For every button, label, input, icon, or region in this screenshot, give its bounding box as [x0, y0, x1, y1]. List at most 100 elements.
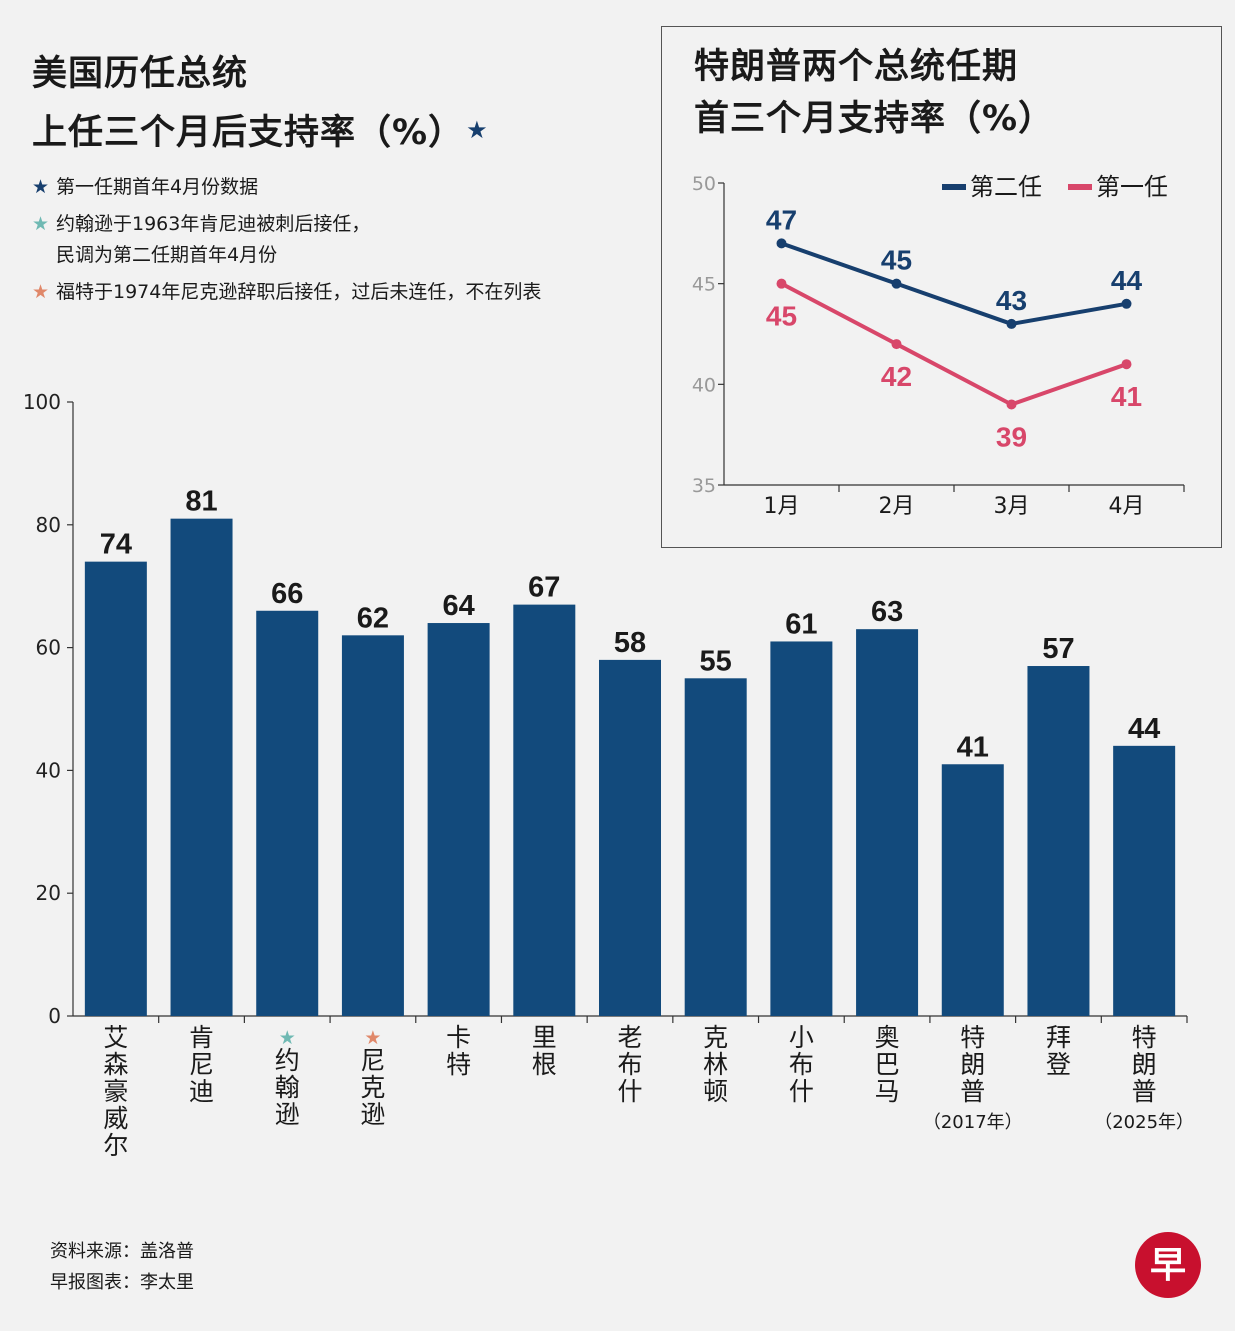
category-label: 肯尼迪 — [189, 1023, 214, 1106]
note-1: ★ 第一任期首年4月份数据 — [32, 172, 541, 203]
notes: ★ 第一任期首年4月份数据 ★ 约翰逊于1963年肯尼迪被刺后接任， 民调为第二… — [32, 172, 541, 314]
bar — [599, 659, 661, 1016]
bar — [1113, 745, 1176, 1016]
legend-swatch — [1068, 184, 1092, 190]
category-label: 约翰逊 — [275, 1046, 300, 1129]
data-label: 45 — [881, 245, 912, 276]
bar — [856, 629, 919, 1016]
data-point — [1006, 399, 1017, 410]
category-star-icon: ★ — [364, 1027, 381, 1049]
star-icon: ★ — [32, 213, 50, 235]
category-label: 特朗普 — [960, 1023, 985, 1106]
category-label: 特朗普 — [1132, 1023, 1157, 1106]
series-line — [780, 281, 1128, 407]
data-point — [776, 278, 787, 289]
category-label: 艾森豪威尔 — [103, 1023, 128, 1160]
note-text: 约翰逊于1963年肯尼迪被刺后接任， 民调为第二任期首年4月份 — [56, 213, 371, 266]
data-point — [1121, 298, 1132, 309]
legend-label: 第二任 — [970, 173, 1042, 201]
y-tick-label: 60 — [36, 636, 61, 660]
data-point — [1006, 318, 1017, 329]
data-point — [891, 278, 902, 289]
legend-label: 第一任 — [1096, 173, 1168, 201]
x-tick-label: 2月 — [879, 494, 915, 519]
source-line: 资料来源：盖洛普 — [50, 1241, 194, 1262]
note-3: ★ 福特于1974年尼克逊辞职后接任，过后未连任，不在列表 — [32, 277, 541, 308]
star-icon: ★ — [32, 281, 50, 303]
bar-value-label: 67 — [528, 572, 560, 604]
bar-value-label: 58 — [614, 627, 646, 659]
category-label: 小布什 — [789, 1023, 814, 1106]
bar — [84, 561, 147, 1016]
bar-value-label: 62 — [357, 602, 389, 634]
bar — [770, 641, 833, 1016]
category-label: 克林顿 — [703, 1023, 728, 1106]
x-tick-label: 3月 — [994, 494, 1030, 519]
category-year-note: （2025年） — [1094, 1112, 1194, 1133]
y-tick-label: 40 — [692, 374, 716, 396]
inset-panel: 特朗普两个总统任期 首三个月支持率（%） 35 40 45 50 1月 2月 3月 4月 47 4… — [661, 26, 1222, 548]
note-text: 福特于1974年尼克逊辞职后接任，过后未连任，不在列表 — [56, 281, 542, 303]
y-tick-label: 50 — [692, 173, 716, 195]
logo-char: 早 — [1150, 1245, 1186, 1286]
inset-title-line-1: 特朗普两个总统任期 — [694, 47, 1019, 87]
y-tick-label: 45 — [692, 274, 716, 296]
zaobao-logo: 早 — [1135, 1232, 1201, 1298]
bar — [513, 604, 576, 1016]
category-label: 拜登 — [1046, 1023, 1071, 1079]
y-tick-label: 35 — [692, 475, 716, 497]
bar-value-label: 61 — [785, 608, 817, 640]
star-icon: ★ — [32, 176, 50, 198]
data-point — [1121, 359, 1132, 370]
bar-value-label: 81 — [185, 486, 217, 518]
y-tick-label: 40 — [36, 758, 61, 782]
bar — [941, 764, 1004, 1016]
bar-value-label: 57 — [1042, 633, 1074, 665]
title-line-1: 美国历任总统 — [32, 54, 249, 94]
title-line-2: 上任三个月后支持率（%）★ — [32, 102, 489, 161]
data-point — [776, 238, 787, 249]
category-label: 尼克逊 — [360, 1046, 385, 1129]
category-label: 卡特 — [446, 1023, 471, 1079]
category-label: 老布什 — [617, 1023, 642, 1106]
data-label: 42 — [881, 361, 912, 392]
category-label: 里根 — [532, 1023, 557, 1079]
y-tick-label: 80 — [36, 513, 61, 537]
bar-value-label: 41 — [957, 731, 989, 763]
x-tick-label: 4月 — [1109, 494, 1145, 519]
data-label: 44 — [1111, 265, 1143, 296]
note-text: 第一任期首年4月份数据 — [56, 176, 259, 198]
bar-value-label: 44 — [1128, 713, 1160, 745]
bar-value-label: 63 — [871, 596, 903, 628]
title-line-2-text: 上任三个月后支持率（%） — [32, 113, 465, 153]
bar-value-label: 64 — [442, 590, 474, 622]
bar — [427, 623, 490, 1016]
data-label: 41 — [1111, 381, 1142, 412]
data-label: 45 — [766, 301, 797, 332]
series-line — [780, 241, 1127, 326]
x-tick-label: 1月 — [764, 494, 800, 519]
bar — [341, 635, 404, 1016]
category-star-icon: ★ — [279, 1027, 296, 1049]
bar-value-label: 66 — [271, 578, 303, 610]
note-2: ★ 约翰逊于1963年肯尼迪被刺后接任， 民调为第二任期首年4月份 — [32, 209, 541, 271]
bar-value-label: 74 — [100, 529, 132, 561]
data-label: 39 — [996, 421, 1027, 452]
line-chart: 35 40 45 50 1月 2月 3月 4月 47 45 43 44 45 42 39 41 第二任 第一任 — [692, 173, 1185, 519]
y-tick-label: 0 — [48, 1004, 61, 1028]
bar-value-label: 55 — [700, 645, 732, 677]
bar — [256, 610, 319, 1016]
legend-swatch — [942, 184, 966, 190]
bar — [684, 678, 747, 1016]
data-label: 43 — [996, 285, 1027, 316]
data-point — [891, 339, 902, 350]
category-year-note: （2017年） — [923, 1112, 1023, 1133]
inset-title: 特朗普两个总统任期 首三个月支持率（%） — [694, 41, 1054, 145]
y-tick-label: 100 — [23, 390, 61, 414]
chart-title: 美国历任总统 上任三个月后支持率（%）★ — [32, 46, 489, 161]
category-label: 奥巴马 — [875, 1023, 900, 1106]
credit-line: 早报图表：李太里 — [50, 1272, 194, 1293]
source: 资料来源：盖洛普 早报图表：李太里 — [50, 1236, 194, 1298]
data-label: 47 — [766, 204, 797, 235]
